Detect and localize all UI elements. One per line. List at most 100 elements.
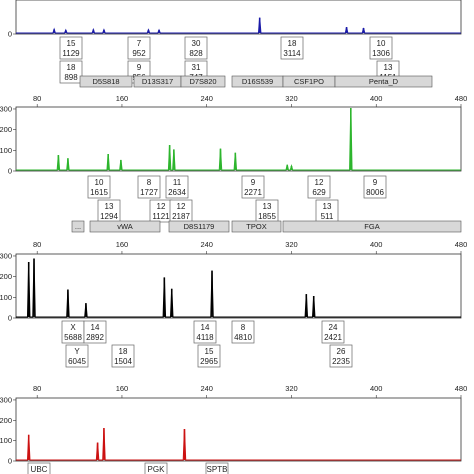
allele-height: 3114 bbox=[283, 49, 301, 58]
x-tick-label: 320 bbox=[285, 240, 298, 249]
allele-height: 2965 bbox=[200, 357, 218, 366]
locus-label: TPOX bbox=[246, 222, 266, 231]
trace-line bbox=[16, 17, 461, 34]
allele-name: SPTB bbox=[207, 465, 228, 474]
allele-label-box bbox=[87, 175, 111, 199]
allele-label-box bbox=[363, 175, 387, 199]
y-tick-label: 2100 bbox=[0, 293, 12, 302]
y-tick-label: 0 bbox=[8, 457, 12, 466]
allele-height: 2187 bbox=[172, 212, 190, 221]
allele-name: 8 bbox=[147, 178, 152, 187]
locus-label: vWA bbox=[117, 222, 133, 231]
allele-name: 30 bbox=[192, 39, 201, 48]
allele-label-box bbox=[165, 175, 189, 199]
locus-bar bbox=[89, 220, 161, 233]
y-tick-label: 4200 bbox=[0, 272, 12, 281]
trace-line bbox=[16, 258, 461, 318]
allele-label-box bbox=[65, 344, 89, 368]
allele-label-box bbox=[144, 462, 168, 474]
plot-frame bbox=[15, 106, 462, 172]
x-tick-label: 400 bbox=[370, 94, 383, 103]
x-tick-label: 80 bbox=[33, 384, 41, 393]
y-tick-label: 4200 bbox=[0, 125, 12, 134]
allele-name: 14 bbox=[201, 323, 210, 332]
y-tick-label: 2100 bbox=[0, 436, 12, 445]
allele-label-box bbox=[193, 320, 217, 344]
allele-label-box bbox=[197, 344, 221, 368]
x-tick-label: 480 bbox=[455, 240, 468, 249]
allele-name: 31 bbox=[192, 63, 201, 72]
allele-name: 14 bbox=[91, 323, 100, 332]
allele-height: 4810 bbox=[234, 333, 252, 342]
allele-label-box bbox=[329, 344, 353, 368]
allele-label-box bbox=[59, 60, 83, 84]
allele-label-box bbox=[280, 36, 304, 60]
allele-name: 13 bbox=[263, 202, 272, 211]
x-tick-label: 80 bbox=[33, 240, 41, 249]
x-tick-label: 160 bbox=[116, 384, 129, 393]
y-tick-label: 0 bbox=[8, 314, 12, 323]
plot-frame bbox=[15, 397, 462, 462]
allele-name: 11 bbox=[173, 178, 182, 187]
x-tick-label: 480 bbox=[455, 384, 468, 393]
allele-name: 7 bbox=[137, 39, 142, 48]
locus-bar bbox=[334, 75, 433, 88]
locus-label: D5S818 bbox=[92, 77, 119, 86]
x-tick-label: 480 bbox=[455, 94, 468, 103]
allele-label-box bbox=[184, 36, 208, 60]
allele-height: 6045 bbox=[68, 357, 86, 366]
allele-name: 12 bbox=[177, 202, 186, 211]
allele-name: 12 bbox=[315, 178, 324, 187]
allele-height: 1121 bbox=[152, 212, 170, 221]
allele-name: UBC bbox=[31, 465, 48, 474]
x-tick-label: 80 bbox=[33, 94, 41, 103]
x-tick-label: 400 bbox=[370, 384, 383, 393]
allele-label-box bbox=[27, 462, 51, 474]
allele-height: 511 bbox=[321, 212, 334, 221]
allele-name: 10 bbox=[377, 39, 386, 48]
allele-height: 8006 bbox=[366, 188, 384, 197]
x-tick-label: 240 bbox=[200, 240, 213, 249]
x-tick-label: 400 bbox=[370, 240, 383, 249]
allele-name: 18 bbox=[288, 39, 297, 48]
y-tick-label: 0 bbox=[8, 30, 12, 39]
allele-name: 9 bbox=[373, 178, 378, 187]
locus-bar bbox=[71, 220, 85, 233]
locus-bar bbox=[180, 75, 226, 88]
allele-name: 13 bbox=[323, 202, 332, 211]
locus-label: D13S317 bbox=[142, 77, 173, 86]
allele-name: 10 bbox=[95, 178, 104, 187]
allele-height: 1504 bbox=[114, 357, 132, 366]
trace-line bbox=[16, 428, 461, 461]
allele-name: 15 bbox=[67, 39, 76, 48]
allele-label-box bbox=[83, 320, 107, 344]
locus-label: Penta_D bbox=[369, 77, 399, 86]
allele-label-box bbox=[321, 320, 345, 344]
locus-label: D7S820 bbox=[189, 77, 216, 86]
allele-height: 629 bbox=[312, 188, 326, 197]
locus-label: FGA bbox=[364, 222, 379, 231]
locus-label: ... bbox=[75, 222, 81, 231]
allele-height: 1129 bbox=[62, 49, 80, 58]
allele-name: X bbox=[70, 323, 76, 332]
locus-label: CSF1PO bbox=[294, 77, 324, 86]
x-tick-label: 160 bbox=[116, 240, 129, 249]
allele-name: 18 bbox=[119, 347, 128, 356]
allele-height: 2421 bbox=[324, 333, 342, 342]
allele-height: 952 bbox=[132, 49, 146, 58]
plot-frame bbox=[15, 0, 462, 35]
allele-name: PGK bbox=[148, 465, 166, 474]
allele-name: 12 bbox=[157, 202, 166, 211]
y-tick-label: 2100 bbox=[0, 146, 12, 155]
allele-label-box bbox=[205, 462, 229, 474]
allele-height: 1294 bbox=[100, 212, 118, 221]
allele-label-box bbox=[59, 36, 83, 60]
y-tick-label: 0 bbox=[8, 167, 12, 176]
allele-name: Y bbox=[74, 347, 80, 356]
x-tick-label: 320 bbox=[285, 94, 298, 103]
allele-label-box bbox=[231, 320, 255, 344]
locus-bar bbox=[282, 220, 462, 233]
